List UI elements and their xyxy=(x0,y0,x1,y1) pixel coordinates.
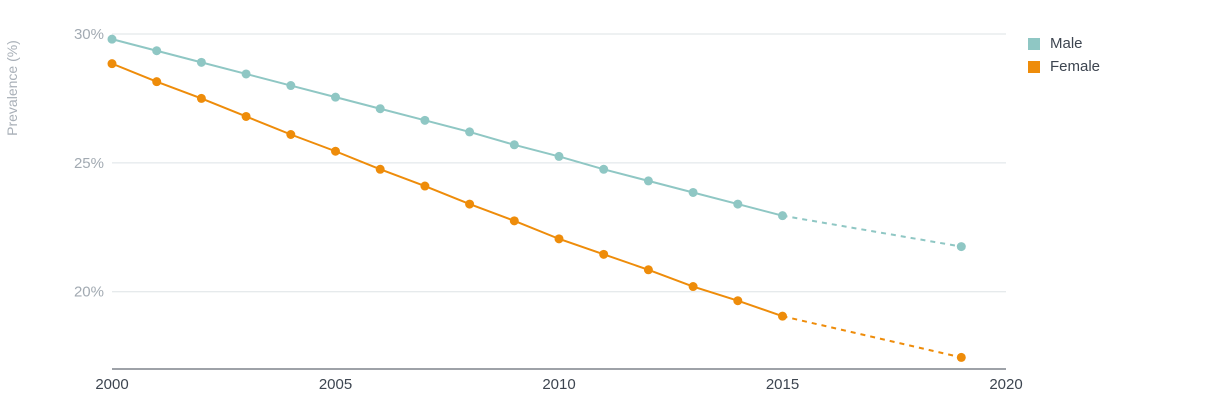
data-point-male[interactable] xyxy=(643,176,653,186)
data-point-female[interactable] xyxy=(331,146,340,156)
data-point-male[interactable] xyxy=(286,81,296,91)
data-point-female[interactable] xyxy=(196,93,206,103)
projection-point-male[interactable] xyxy=(956,242,966,252)
data-point-male[interactable] xyxy=(554,151,564,161)
data-point-male[interactable] xyxy=(241,69,251,79)
data-point-male[interactable] xyxy=(509,140,519,150)
x-tick-label: 2000 xyxy=(95,376,128,393)
data-point-female[interactable] xyxy=(733,296,743,306)
data-point-male[interactable] xyxy=(599,164,609,174)
data-point-female[interactable] xyxy=(643,265,653,275)
projection-line-female xyxy=(782,315,962,359)
gridlines xyxy=(112,33,1006,293)
data-point-female[interactable] xyxy=(241,111,251,121)
legend-label-female: Female xyxy=(1050,58,1101,75)
series-group xyxy=(107,34,966,362)
data-point-female[interactable] xyxy=(375,164,385,174)
legend: Male Female xyxy=(1028,32,1100,78)
data-point-male[interactable] xyxy=(196,57,206,67)
data-point-male[interactable] xyxy=(152,46,162,56)
data-point-male[interactable] xyxy=(331,92,340,102)
data-point-male[interactable] xyxy=(420,115,430,125)
x-tick-label: 2015 xyxy=(766,376,799,393)
x-tick-label: 2020 xyxy=(989,376,1022,393)
data-point-male[interactable] xyxy=(733,199,743,209)
data-point-female[interactable] xyxy=(107,59,117,69)
legend-item-male[interactable]: Male xyxy=(1028,32,1100,55)
y-tick-label: 30% xyxy=(74,26,104,43)
projection-line-male xyxy=(782,214,962,248)
y-tick-label: 20% xyxy=(74,284,104,301)
legend-label-male: Male xyxy=(1050,35,1083,52)
data-point-female[interactable] xyxy=(688,282,698,292)
series-line-male xyxy=(111,38,783,217)
data-point-male[interactable] xyxy=(778,211,787,221)
legend-item-female[interactable]: Female xyxy=(1028,55,1100,78)
data-point-male[interactable] xyxy=(465,127,475,137)
x-axis-ticks: 2000 2005 2010 2015 2020 xyxy=(95,376,1022,393)
data-point-male[interactable] xyxy=(107,34,117,44)
data-point-female[interactable] xyxy=(778,311,787,321)
data-point-female[interactable] xyxy=(509,216,519,226)
data-point-female[interactable] xyxy=(554,234,564,244)
x-tick-label: 2005 xyxy=(319,376,352,393)
series-line-female xyxy=(111,62,783,318)
data-point-female[interactable] xyxy=(152,77,162,87)
y-axis-ticks: 20% 25% 30% xyxy=(74,26,104,301)
projection-point-female[interactable] xyxy=(956,352,966,362)
data-point-female[interactable] xyxy=(599,249,609,259)
x-tick-label: 2010 xyxy=(542,376,575,393)
legend-swatch-female xyxy=(1028,60,1040,73)
y-tick-label: 25% xyxy=(74,155,104,172)
data-point-female[interactable] xyxy=(465,199,475,209)
data-point-male[interactable] xyxy=(688,187,698,197)
data-point-female[interactable] xyxy=(420,181,430,191)
legend-swatch-male xyxy=(1028,37,1040,50)
y-axis-title: Prevalence (%) xyxy=(4,40,20,136)
data-point-female[interactable] xyxy=(286,130,296,139)
data-point-male[interactable] xyxy=(375,104,385,114)
